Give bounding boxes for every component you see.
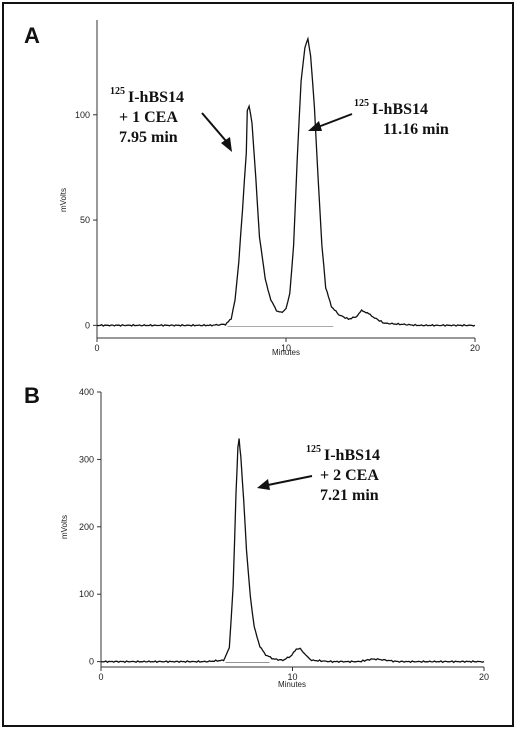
panel-b-y-axis-label: mVolts [60, 515, 69, 539]
panel-b-annotation-1-arrowhead [257, 479, 270, 490]
panel-a-annotation-1-arrow-line [201, 112, 227, 142]
panel-a-y-tick-label: 100 [75, 110, 90, 120]
panel-b-x-tick-label: 0 [98, 672, 103, 682]
panel-b: B 0 100 200 300 400 0 10 20 mVolts Minutes 125… [24, 383, 489, 689]
panel-b-annotation-1-line-3: 7.21 min [320, 487, 379, 504]
panel-b-label: B [24, 383, 40, 408]
panel-b-y-tick-label: 400 [79, 387, 94, 397]
figure-frame [2, 2, 514, 727]
panel-b-annotation-1-line-1: I-hBS14 [324, 447, 380, 464]
panel-b-annotation-peak-1: 125 I-hBS14 + 2 CEA 7.21 min [257, 444, 380, 504]
panel-b-x-axis-label: Minutes [278, 680, 306, 689]
panel-a-y-ticks: 0 50 100 [75, 110, 97, 330]
panel-a-x-tick-label: 10 [281, 343, 291, 353]
panel-b-x-tick-label: 20 [479, 672, 489, 682]
panel-b-annotation-1-arrow-line [267, 475, 313, 486]
panel-a-annotation-2-superscript: 125 [354, 98, 369, 109]
panel-a-annotation-1-line-3: 7.95 min [119, 129, 178, 146]
panel-a-annotation-peak-2: 125 I-hBS14 11.16 min [308, 98, 449, 138]
panel-a-annotation-peak-1: 125 I-hBS14 + 1 CEA 7.95 min [110, 86, 232, 152]
panel-a-annotation-1-line-2: + 1 CEA [119, 109, 178, 126]
panel-a-chromatogram-trace [96, 36, 476, 327]
panel-a-annotation-1-arrowhead [221, 137, 232, 152]
panel-a-annotation-1-line-1: I-hBS14 [128, 89, 184, 106]
panel-b-x-ticks: 0 10 20 [98, 667, 489, 682]
panel-a-annotation-2-line-1: I-hBS14 [372, 101, 428, 118]
panel-a-label: A [24, 23, 40, 48]
panel-b-x-tick-label: 10 [287, 672, 297, 682]
panel-a-annotation-2-line-2: 11.16 min [383, 121, 449, 138]
panel-b-y-tick-label: 0 [89, 657, 94, 667]
panel-a-annotation-2-arrowhead [308, 121, 322, 131]
panel-b-y-tick-label: 200 [79, 522, 94, 532]
panel-a-y-tick-label: 0 [85, 320, 90, 330]
panel-b-y-tick-label: 100 [79, 589, 94, 599]
panel-b-chromatogram-trace [100, 438, 485, 664]
panel-b-y-tick-label: 300 [79, 454, 94, 464]
panel-a-x-tick-label: 0 [94, 343, 99, 353]
panel-a: A 0 50 100 0 10 20 mVolts Minutes 125 I-hBS1… [24, 20, 480, 357]
panel-a-annotation-1-superscript: 125 [110, 86, 125, 97]
panel-b-y-ticks: 0 100 200 300 400 [79, 387, 101, 667]
panel-a-y-axis-label: mVolts [59, 188, 68, 212]
panel-a-x-tick-label: 20 [470, 343, 480, 353]
panel-a-y-tick-label: 50 [80, 215, 90, 225]
panel-b-annotation-1-superscript: 125 [306, 444, 321, 455]
panel-a-x-ticks: 0 10 20 [94, 338, 480, 353]
panel-a-annotation-2-arrow-line [317, 113, 353, 128]
panel-b-annotation-1-line-2: + 2 CEA [320, 467, 379, 484]
panel-a-x-axis-label: Minutes [272, 348, 300, 357]
